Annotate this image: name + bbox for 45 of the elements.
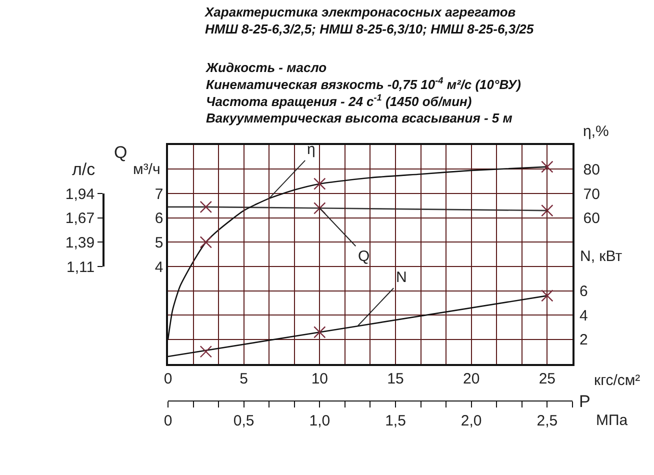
text: 1,67 <box>65 210 95 228</box>
point <box>200 236 212 248</box>
point <box>200 346 212 358</box>
y2-tick-label: 80 <box>583 161 600 178</box>
x2-tick-label: 2,0 <box>460 412 482 430</box>
chart-title: Характеристика электронасосных агрегатов НМШ 8-25-6,3/2,5; НМШ 8-25-6,3/10; НМШ 8-25-6,3/25 <box>204 4 534 37</box>
y-axis-title: м³/ч <box>133 161 160 178</box>
y3-tick-label: 6 <box>580 283 588 300</box>
text: N <box>396 269 407 286</box>
y2-tick-label: 70 <box>583 186 600 203</box>
x-tick-label: 20 <box>462 370 480 388</box>
x2-tick-label: 1,0 <box>309 412 330 430</box>
point <box>541 160 554 173</box>
y3-tick-label: 4 <box>580 307 588 324</box>
text: Q <box>114 143 128 162</box>
y-tick-label: 7 <box>154 186 164 203</box>
y3-axis-title: N, кВт <box>580 248 622 265</box>
text: Q <box>358 248 370 265</box>
x2-tick-label: 1,5 <box>385 412 406 430</box>
x2-axis-title: МПа <box>596 412 628 429</box>
x-axis-title: кгс/см² <box>594 372 640 389</box>
text: Жидкость - масло Кинематическая вязкость -0,75 10$^{-4}$ м²/с (10°ВУ) Частота вращения - 24 с$^{-1}$ (1450 об/мин) Вакуумметрическая высота всасывания - 5 м <box>206 60 521 126</box>
point <box>314 326 326 338</box>
x-tick-label: 10 <box>311 370 328 388</box>
y2-tick-label: 60 <box>583 210 600 228</box>
x2-tick-label: 2,5 <box>536 412 558 430</box>
text: P <box>579 392 590 411</box>
x-tick-label: 5 <box>240 370 248 388</box>
point <box>541 290 554 302</box>
x2-tick-label: 0,5 <box>233 412 254 430</box>
x-tick-label: 15 <box>387 370 404 388</box>
text: л/с <box>72 160 96 179</box>
x-tick-label: 0 <box>164 370 172 388</box>
point <box>314 178 326 190</box>
y-tick-label: 5 <box>154 234 164 252</box>
text: 1,39 <box>65 234 95 252</box>
y-tick-label: 6 <box>154 210 164 228</box>
x2-tick-label: 0 <box>164 412 172 430</box>
text: 1,11 <box>66 258 95 276</box>
x-tick-label: 25 <box>538 370 556 388</box>
text: 1,94 <box>65 186 95 203</box>
series-label: η <box>307 141 316 158</box>
y3-tick-label: 2 <box>580 332 588 349</box>
y2-axis-title: η,% <box>583 123 609 140</box>
y-tick-label: 4 <box>154 258 164 276</box>
